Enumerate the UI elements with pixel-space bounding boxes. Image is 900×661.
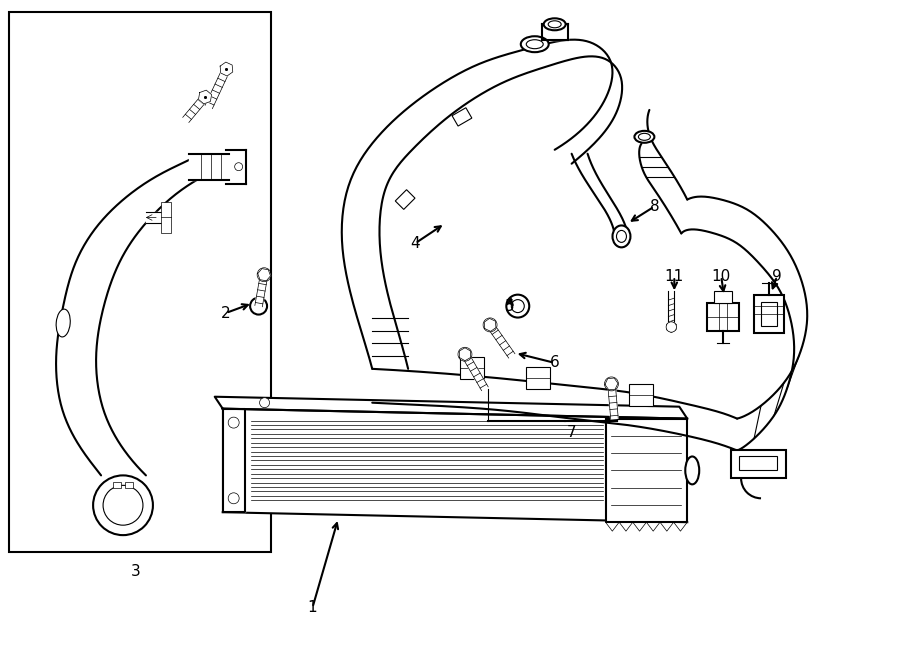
Ellipse shape	[548, 20, 562, 28]
Text: 3: 3	[131, 564, 140, 580]
Polygon shape	[215, 397, 688, 418]
Polygon shape	[462, 352, 488, 391]
Polygon shape	[681, 196, 807, 451]
Ellipse shape	[638, 134, 651, 140]
Circle shape	[229, 417, 239, 428]
Ellipse shape	[634, 131, 654, 143]
Polygon shape	[183, 95, 208, 122]
Text: 9: 9	[772, 269, 782, 284]
Text: 6: 6	[550, 356, 560, 370]
Bar	[731, 451, 786, 479]
Bar	[739, 457, 777, 471]
Polygon shape	[452, 108, 472, 126]
Polygon shape	[189, 154, 229, 180]
Polygon shape	[542, 24, 568, 40]
Polygon shape	[373, 369, 737, 451]
Text: 8: 8	[650, 199, 659, 214]
Ellipse shape	[544, 19, 565, 30]
Polygon shape	[605, 378, 618, 390]
Polygon shape	[222, 408, 688, 522]
Text: 11: 11	[665, 269, 684, 284]
Ellipse shape	[56, 309, 70, 337]
Text: 10: 10	[712, 269, 731, 284]
Polygon shape	[220, 62, 233, 76]
Polygon shape	[526, 367, 550, 389]
Bar	[707, 303, 739, 331]
Polygon shape	[639, 110, 688, 233]
Circle shape	[507, 295, 529, 317]
Bar	[113, 483, 121, 488]
Bar	[754, 295, 784, 333]
Bar	[761, 302, 777, 326]
Polygon shape	[572, 154, 627, 233]
Bar	[9, 13, 271, 552]
Text: 7: 7	[567, 425, 576, 440]
Circle shape	[666, 322, 677, 332]
Text: 5: 5	[505, 299, 515, 313]
Bar	[161, 202, 171, 233]
Ellipse shape	[526, 40, 544, 49]
Polygon shape	[606, 418, 688, 522]
Polygon shape	[484, 319, 496, 331]
Polygon shape	[56, 157, 226, 475]
Circle shape	[250, 297, 267, 315]
Polygon shape	[226, 150, 246, 184]
Circle shape	[511, 299, 525, 313]
Polygon shape	[667, 321, 676, 332]
Ellipse shape	[685, 457, 699, 485]
Polygon shape	[255, 274, 268, 307]
Circle shape	[93, 475, 153, 535]
Polygon shape	[459, 348, 471, 361]
Text: 4: 4	[410, 236, 420, 251]
Circle shape	[104, 485, 143, 525]
Polygon shape	[487, 323, 515, 358]
Circle shape	[229, 493, 239, 504]
Polygon shape	[257, 268, 271, 281]
Polygon shape	[146, 212, 169, 223]
Polygon shape	[205, 67, 230, 108]
Polygon shape	[669, 291, 674, 323]
Polygon shape	[342, 40, 622, 369]
Circle shape	[235, 163, 243, 171]
Ellipse shape	[613, 225, 630, 247]
Bar	[125, 483, 133, 488]
Polygon shape	[608, 383, 618, 419]
Circle shape	[259, 398, 270, 408]
Ellipse shape	[521, 36, 549, 52]
Text: 2: 2	[220, 305, 230, 321]
Ellipse shape	[616, 231, 626, 243]
Polygon shape	[222, 408, 245, 512]
Polygon shape	[199, 90, 212, 104]
Bar	[715, 291, 732, 303]
Polygon shape	[460, 357, 484, 379]
Text: 1: 1	[308, 600, 317, 615]
Polygon shape	[629, 384, 653, 406]
Polygon shape	[395, 190, 415, 210]
